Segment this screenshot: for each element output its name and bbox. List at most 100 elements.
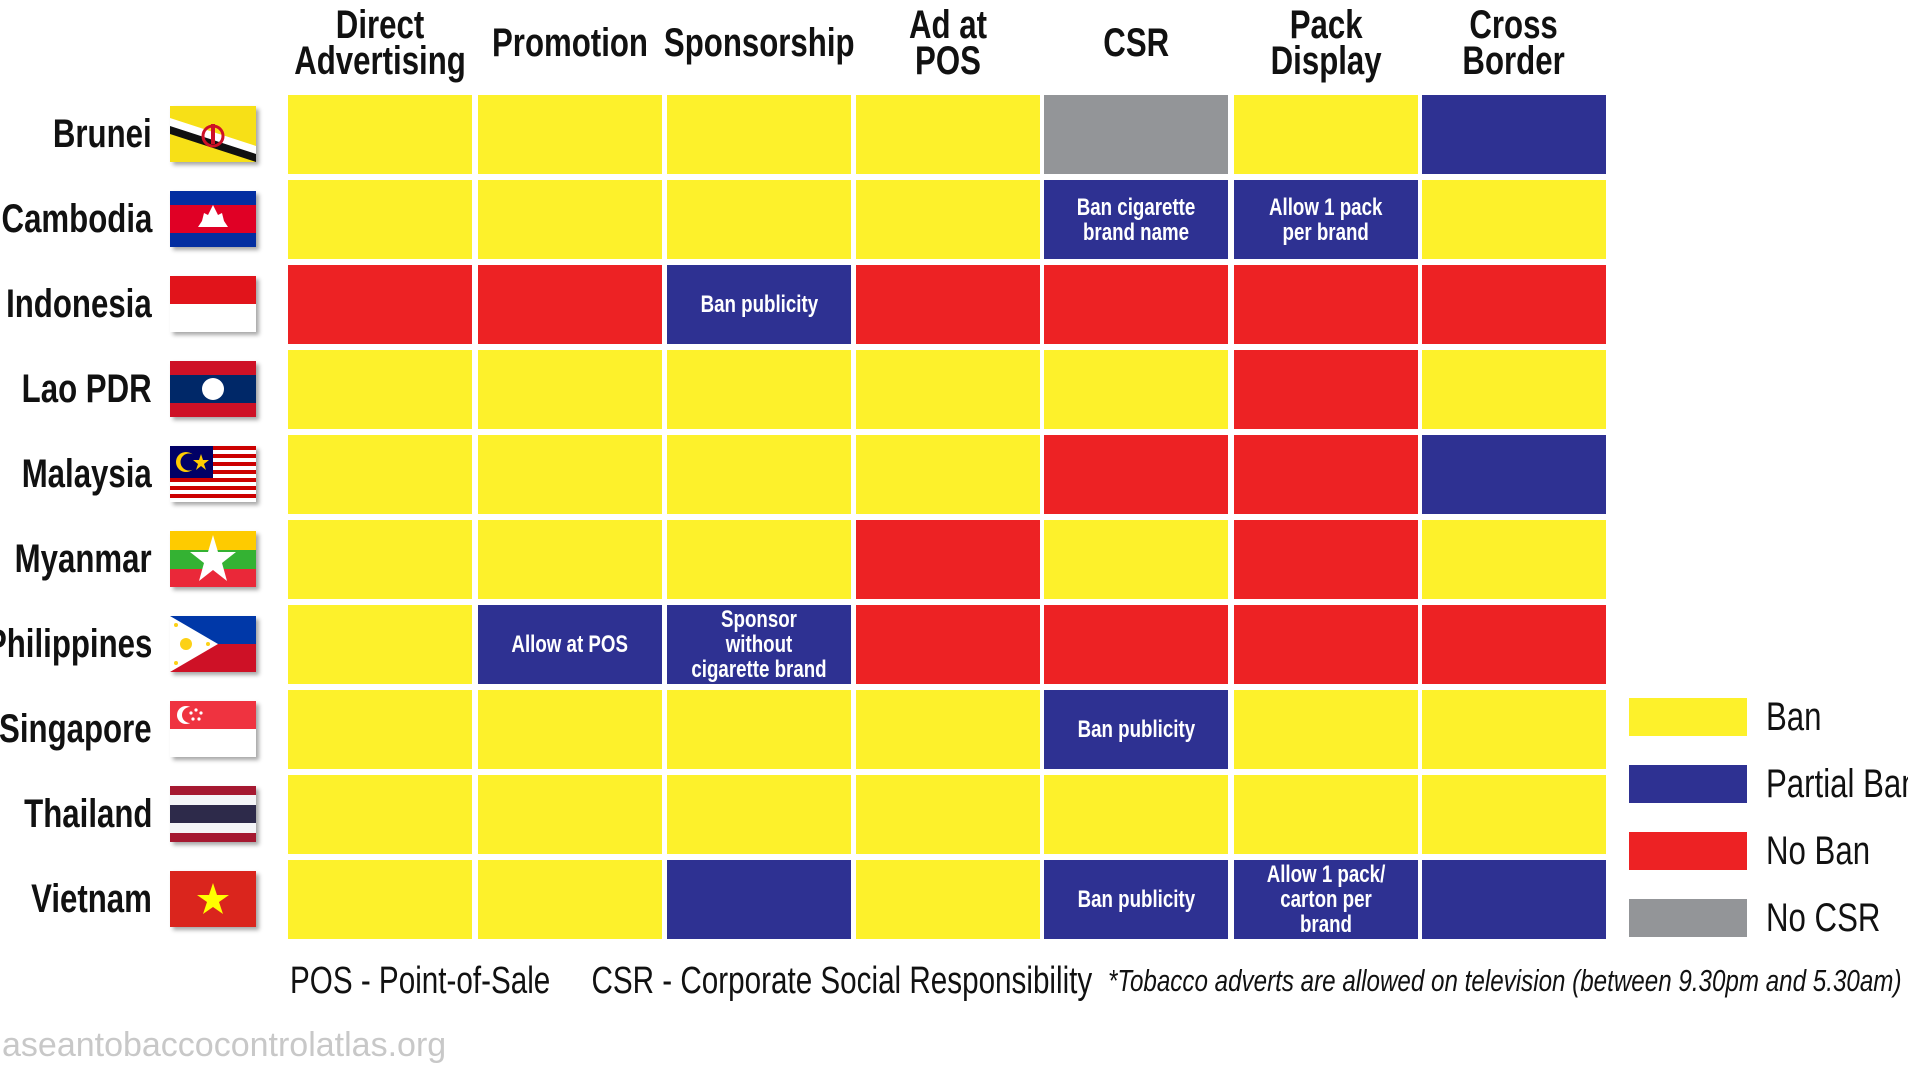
status-cell-promotion: Allow at POS <box>478 605 662 684</box>
status-cell-csr <box>1044 95 1228 174</box>
status-cell-cross_border <box>1422 860 1606 939</box>
country-label: Cambodia <box>0 178 152 261</box>
column-header-label: Promotion <box>492 21 649 65</box>
status-cell-sponsorship <box>667 520 851 599</box>
status-cell-pack_display: Allow 1 pack per brand <box>1234 180 1418 259</box>
status-cell-cross_border <box>1422 265 1606 344</box>
status-cell-pack_display <box>1234 605 1418 684</box>
status-cell-cross_border <box>1422 690 1606 769</box>
status-cell-ad_at_pos <box>856 435 1040 514</box>
brunei-flag-icon <box>170 106 256 162</box>
status-cell-promotion <box>478 690 662 769</box>
status-cell-sponsorship <box>667 350 851 429</box>
country-label: Indonesia <box>0 263 152 346</box>
status-cell-pack_display <box>1234 435 1418 514</box>
country-label: Vietnam <box>0 858 152 941</box>
status-cell-csr <box>1044 605 1228 684</box>
cell-note: Ban publicity <box>1077 886 1195 913</box>
column-header-sponsorship: Sponsorship <box>664 0 855 86</box>
legend-swatch-partial <box>1629 765 1747 803</box>
status-cell-sponsorship: Ban publicity <box>667 265 851 344</box>
status-cell-sponsorship <box>667 435 851 514</box>
status-cell-csr: Ban publicity <box>1044 860 1228 939</box>
country-name: Singapore <box>0 707 152 751</box>
status-cell-direct_advertising <box>288 350 472 429</box>
status-cell-sponsorship <box>667 180 851 259</box>
status-cell-cross_border <box>1422 180 1606 259</box>
status-cell-promotion <box>478 520 662 599</box>
country-name: Cambodia <box>1 197 152 241</box>
status-cell-ad_at_pos <box>856 860 1040 939</box>
status-cell-sponsorship <box>667 95 851 174</box>
indonesia-flag-icon <box>170 276 256 332</box>
status-cell-direct_advertising <box>288 860 472 939</box>
cell-note: Ban cigarette brand name <box>1076 193 1196 246</box>
status-cell-csr: Ban publicity <box>1044 690 1228 769</box>
status-cell-pack_display <box>1234 775 1418 854</box>
status-cell-csr <box>1044 775 1228 854</box>
legend-label-text: No CSR <box>1766 895 1881 940</box>
legend-label-text: Partial Ban <box>1766 761 1908 806</box>
country-name: Indonesia <box>6 282 152 326</box>
status-cell-cross_border <box>1422 350 1606 429</box>
legend-label-partial: Partial Ban <box>1766 759 1908 809</box>
status-cell-csr: Ban cigarette brand name <box>1044 180 1228 259</box>
status-cell-sponsorship <box>667 860 851 939</box>
status-cell-ad_at_pos <box>856 265 1040 344</box>
country-name: Lao PDR <box>21 367 152 411</box>
legend-label-no_ban: No Ban <box>1766 826 1899 876</box>
column-header-label: Pack Display <box>1270 3 1382 83</box>
country-name: Philippines <box>0 622 152 666</box>
status-cell-ad_at_pos <box>856 690 1040 769</box>
status-cell-cross_border <box>1422 435 1606 514</box>
status-cell-cross_border <box>1422 95 1606 174</box>
column-header-cross_border: Cross Border <box>1422 0 1606 86</box>
watermark-text: aseantobaccocontrolatlas.org <box>2 1026 447 1064</box>
column-header-label: CSR <box>1103 21 1169 65</box>
column-header-direct_advertising: Direct Advertising <box>288 0 472 86</box>
column-header-label: Cross Border <box>1462 3 1566 83</box>
status-cell-direct_advertising <box>288 520 472 599</box>
country-label: Malaysia <box>0 433 152 516</box>
status-cell-ad_at_pos <box>856 180 1040 259</box>
legend-swatch-no_ban <box>1629 832 1747 870</box>
thailand-flag-icon <box>170 786 256 842</box>
status-cell-csr <box>1044 265 1228 344</box>
country-name: Brunei <box>53 112 152 156</box>
column-header-pack_display: Pack Display <box>1234 0 1418 86</box>
country-name: Vietnam <box>31 877 152 921</box>
legend-label-no_csr: No CSR <box>1766 893 1908 943</box>
country-name: Myanmar <box>15 537 152 581</box>
status-cell-ad_at_pos <box>856 350 1040 429</box>
status-cell-direct_advertising <box>288 605 472 684</box>
status-cell-cross_border <box>1422 605 1606 684</box>
column-header-label: Ad at POS <box>909 3 987 83</box>
legend-label-text: No Ban <box>1766 828 1871 873</box>
status-cell-promotion <box>478 860 662 939</box>
status-cell-direct_advertising <box>288 265 472 344</box>
myanmar-flag-icon <box>170 531 256 587</box>
status-cell-direct_advertising <box>288 95 472 174</box>
status-cell-direct_advertising <box>288 180 472 259</box>
cell-note: Sponsor without cigarette brand <box>691 606 827 683</box>
cell-note: Allow 1 pack per brand <box>1269 193 1383 246</box>
cell-note: Ban publicity <box>1077 716 1195 743</box>
legend-label-ban: Ban <box>1766 692 1837 742</box>
column-header-label: Sponsorship <box>663 21 855 65</box>
country-label: Singapore <box>0 688 152 771</box>
abbreviations-footnote: POS - Point-of-Sale CSR - Corporate Soci… <box>290 959 1093 1002</box>
country-label: Brunei <box>0 93 152 176</box>
status-cell-promotion <box>478 265 662 344</box>
legend-swatch-ban <box>1629 698 1747 736</box>
country-label: Thailand <box>0 773 152 856</box>
status-cell-csr <box>1044 435 1228 514</box>
status-cell-ad_at_pos <box>856 775 1040 854</box>
cell-note: Allow 1 pack/ carton per brand <box>1266 861 1386 938</box>
status-cell-pack_display <box>1234 265 1418 344</box>
television-footnote: *Tobacco adverts are allowed on televisi… <box>1108 963 1902 998</box>
singapore-flag-icon <box>170 701 256 757</box>
cell-note: Allow at POS <box>511 631 629 658</box>
laos-flag-icon <box>170 361 256 417</box>
status-cell-direct_advertising <box>288 775 472 854</box>
status-cell-cross_border <box>1422 520 1606 599</box>
